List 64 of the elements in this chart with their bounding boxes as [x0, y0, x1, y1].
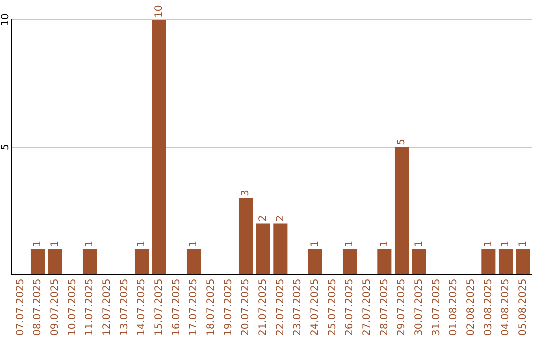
data-label: 5: [396, 138, 408, 146]
x-tick-label: 09.07.2025: [50, 278, 61, 336]
data-label: 1: [414, 240, 425, 248]
x-tick-label: 13.07.2025: [119, 278, 130, 336]
data-label: 1: [379, 240, 390, 248]
bar: [134, 249, 150, 274]
x-tick-label: 20.07.2025: [240, 278, 252, 336]
x-tick-label: 01.08.2025: [448, 278, 460, 336]
data-label: 1: [518, 240, 529, 248]
x-tick-label: 14.07.2025: [136, 278, 148, 336]
x-tick-label: 22.07.2025: [275, 278, 286, 336]
x-tick-label: 17.07.2025: [188, 278, 200, 336]
x-tick-label: 26.07.2025: [344, 278, 356, 336]
x-tick-label: 04.08.2025: [500, 278, 512, 336]
x-tick-label: 08.07.2025: [32, 278, 44, 336]
bar: [412, 249, 426, 274]
x-tick-label: 24.07.2025: [310, 278, 321, 336]
x-tick-label: 10.07.2025: [67, 278, 78, 336]
bar: [48, 249, 62, 274]
x-tick-label: 16.07.2025: [171, 278, 182, 336]
data-label: 3: [240, 190, 252, 196]
bar: [516, 249, 530, 274]
bar: [256, 224, 270, 274]
x-tick-label: 18.07.2025: [206, 278, 217, 336]
data-label: 1: [310, 240, 321, 248]
bar: [186, 249, 202, 274]
x-tick-label: 27.07.2025: [362, 278, 373, 336]
x-tick-label: 02.08.2025: [466, 278, 477, 336]
data-label: 1: [483, 240, 494, 248]
data-label: 10: [154, 5, 165, 18]
x-tick-label: 19.07.2025: [223, 278, 234, 336]
bar: [308, 249, 322, 274]
bar: [394, 147, 410, 274]
x-tick-label: 23.07.2025: [292, 278, 304, 336]
data-label: 1: [344, 240, 356, 248]
bar: [378, 249, 392, 274]
data-label: 1: [136, 240, 148, 248]
x-tick-label: 03.08.2025: [483, 278, 494, 336]
data-label: 1: [188, 240, 200, 248]
x-tick-label: 31.07.2025: [431, 278, 442, 336]
x-tick-label: 11.07.2025: [84, 278, 96, 336]
bar: [238, 198, 254, 274]
bar: [274, 224, 288, 274]
data-label: 2: [258, 215, 269, 222]
x-tick-label: 07.07.2025: [15, 278, 26, 336]
data-label: 1: [500, 240, 512, 248]
bar: [482, 249, 496, 274]
x-tick-label: 25.07.2025: [327, 278, 338, 336]
bar: [30, 249, 46, 274]
bar: [82, 249, 98, 274]
x-tick-label: 21.07.2025: [258, 278, 269, 336]
x-tick-label: 15.07.2025: [154, 278, 165, 336]
data-label: 1: [32, 240, 44, 248]
bar: [498, 249, 514, 274]
bar: [342, 249, 358, 274]
x-tick-label: 05.08.2025: [518, 278, 529, 336]
data-label: 2: [275, 215, 286, 222]
x-tick-label: 12.07.2025: [102, 278, 113, 336]
bar: [152, 20, 166, 274]
x-tick-label: 29.07.2025: [396, 278, 408, 336]
x-tick-label: 28.07.2025: [379, 278, 390, 336]
x-tick-label: 30.07.2025: [414, 278, 425, 336]
data-label: 1: [50, 240, 61, 248]
data-label: 1: [84, 240, 96, 248]
